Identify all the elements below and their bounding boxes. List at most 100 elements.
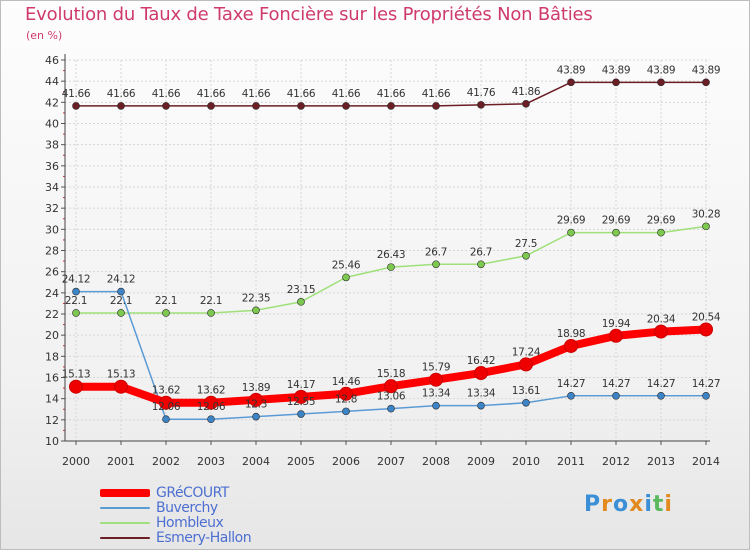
data-label-gr-court: 18.98: [557, 328, 586, 340]
legend-label-buverchy: Buverchy: [156, 500, 218, 516]
point-gr-court: [429, 372, 443, 387]
data-label-gr-court: 13.62: [197, 385, 226, 397]
point-gr-court: [69, 379, 83, 394]
legend-swatch-buverchy: [100, 507, 150, 509]
legend-swatch-esmery-hallon: [100, 537, 150, 539]
x-tick-label: 2008: [422, 455, 450, 468]
x-tick-label: 2009: [467, 455, 495, 468]
y-tick-label: 40: [45, 118, 59, 131]
legend-swatch-gr-court: [100, 489, 150, 497]
point-gr-court: [339, 386, 353, 401]
legend-item-hombleux: Hombleux: [100, 515, 224, 531]
data-label-esmery-hallon: 41.66: [377, 88, 406, 100]
logo-letter: o: [612, 492, 630, 517]
point-buverchy: [477, 401, 485, 410]
point-hombleux: [432, 260, 440, 269]
data-label-buverchy: 12.8: [335, 393, 357, 405]
point-buverchy: [612, 392, 620, 400]
logo-letter: x: [629, 492, 645, 517]
point-esmery-hallon: [567, 78, 575, 87]
data-label-esmery-hallon: 41.66: [332, 88, 361, 100]
x-tick-label: 2013: [647, 455, 675, 468]
point-hombleux: [207, 309, 215, 317]
data-label-esmery-hallon: 43.89: [647, 64, 676, 76]
data-label-gr-court: 15.13: [107, 369, 136, 381]
point-esmery-hallon: [702, 78, 710, 87]
y-tick-label: 38: [45, 139, 59, 152]
data-label-hombleux: 25.46: [332, 259, 361, 271]
legend-swatch-hombleux: [100, 522, 150, 524]
data-label-gr-court: 20.54: [692, 311, 721, 323]
point-esmery-hallon: [477, 101, 485, 109]
point-hombleux: [702, 222, 710, 231]
logo-letter: P: [584, 492, 602, 517]
chart-title: Evolution du Taux de Taxe Foncière sur l…: [25, 4, 593, 25]
data-label-esmery-hallon: 41.66: [197, 88, 226, 100]
point-buverchy: [702, 392, 710, 400]
point-esmery-hallon: [342, 102, 350, 110]
x-tick-label: 2004: [242, 455, 270, 468]
point-buverchy: [342, 407, 350, 416]
y-tick-label: 34: [45, 181, 59, 194]
point-hombleux: [612, 228, 620, 237]
data-label-gr-court: 20.34: [647, 314, 676, 326]
point-gr-court: [609, 328, 623, 343]
data-label-gr-court: 13.89: [242, 382, 271, 394]
data-label-gr-court: 17.24: [512, 346, 541, 358]
logo-letter: r: [601, 492, 613, 517]
x-tick-label: 2003: [197, 455, 225, 468]
y-tick-label: 26: [45, 266, 59, 279]
data-label-esmery-hallon: 43.89: [602, 64, 631, 76]
point-hombleux: [162, 309, 170, 317]
point-buverchy: [117, 287, 125, 296]
data-label-buverchy: 13.34: [467, 388, 496, 400]
data-label-buverchy: 24.12: [107, 274, 136, 286]
point-buverchy: [252, 412, 260, 421]
point-hombleux: [117, 309, 125, 317]
point-esmery-hallon: [387, 102, 395, 110]
point-buverchy: [72, 287, 80, 296]
point-hombleux: [522, 251, 530, 260]
point-hombleux: [387, 263, 395, 271]
data-label-buverchy: 14.27: [557, 378, 586, 390]
point-hombleux: [72, 309, 80, 317]
data-label-hombleux: 30.28: [692, 208, 721, 220]
point-hombleux: [252, 306, 260, 315]
point-hombleux: [342, 273, 350, 282]
data-label-gr-court: 15.79: [422, 362, 451, 374]
point-gr-court: [204, 395, 218, 410]
data-label-gr-court: 13.62: [152, 385, 181, 397]
y-tick-label: 44: [45, 75, 59, 88]
x-tick-label: 2012: [602, 455, 630, 468]
data-label-hombleux: 23.15: [287, 284, 316, 296]
data-label-esmery-hallon: 41.86: [512, 86, 541, 98]
point-gr-court: [474, 366, 488, 381]
point-esmery-hallon: [207, 102, 215, 110]
point-gr-court: [159, 395, 173, 410]
y-tick-label: 28: [45, 245, 59, 258]
data-label-buverchy: 14.27: [692, 378, 721, 390]
legend-label-hombleux: Hombleux: [156, 515, 224, 531]
data-label-gr-court: 16.42: [467, 355, 496, 367]
chart-unit: (en %): [26, 29, 63, 42]
data-label-esmery-hallon: 41.66: [62, 88, 91, 100]
x-tick-label: 2010: [512, 455, 540, 468]
point-hombleux: [657, 228, 665, 237]
y-tick-label: 42: [45, 96, 59, 109]
point-gr-court: [564, 338, 578, 353]
y-tick-label: 22: [45, 308, 59, 321]
x-tick-label: 2000: [62, 455, 90, 468]
legend: GRéCOURT Buverchy Hombleux Esmery-Hallon: [100, 485, 320, 546]
x-tick-label: 2001: [107, 455, 135, 468]
y-tick-label: 16: [45, 372, 59, 385]
data-label-buverchy: 12.55: [287, 396, 316, 408]
point-gr-court: [519, 357, 533, 372]
y-tick-label: 20: [45, 329, 59, 342]
point-buverchy: [162, 415, 170, 423]
point-gr-court: [249, 392, 263, 407]
data-label-esmery-hallon: 41.66: [107, 88, 136, 100]
data-label-esmery-hallon: 41.66: [287, 88, 316, 100]
legend-label-esmery-hallon: Esmery-Hallon: [156, 530, 252, 546]
